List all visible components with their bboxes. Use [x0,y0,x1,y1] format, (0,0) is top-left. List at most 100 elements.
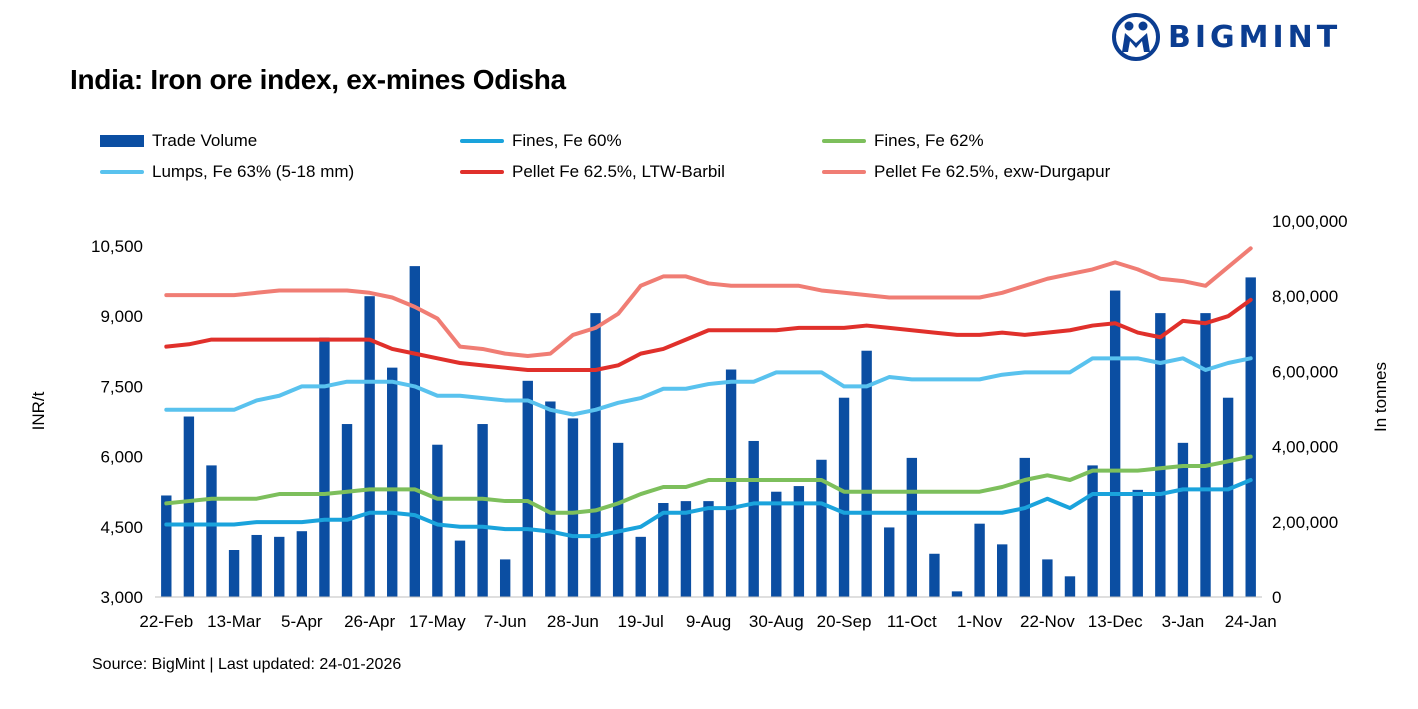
x-tick-label: 13-Dec [1088,612,1143,631]
bar-trade-volume [545,401,556,597]
y-tick-label: 9,000 [100,307,143,326]
bar-trade-volume [748,440,759,597]
bar-trade-volume [206,465,217,597]
y2-axis-label: In tonnes [1371,362,1390,432]
y-tick-label: 4,500 [100,518,143,537]
bar-trade-volume [364,296,375,597]
bar-trade-volume [522,380,533,597]
bar-trade-volume [906,457,918,597]
bar-trade-volume [432,444,443,597]
bar-trade-volume [1042,559,1053,597]
legend-label: Pellet Fe 62.5%, exw-Durgapur [874,162,1111,181]
bars-layer [161,266,1256,597]
source-note: Source: BigMint | Last updated: 24-01-20… [92,656,402,673]
bar-trade-volume [816,459,827,597]
bar-trade-volume [635,536,646,597]
y2-tick-label: 6,00,000 [1272,362,1338,381]
x-tick-label: 11-Oct [887,612,937,631]
bar-trade-volume [658,503,669,597]
x-tick-label: 17-May [409,612,466,631]
bar-trade-volume [274,536,285,597]
bar-trade-volume [703,501,714,597]
x-tick-label: 22-Feb [139,612,193,631]
bar-trade-volume [1155,313,1166,597]
bar-trade-volume [725,369,737,597]
legend-item-pellet-durgapur: Pellet Fe 62.5%, exw-Durgapur [822,162,1110,182]
line-lumps-63 [164,356,1253,417]
bar-trade-volume [1222,397,1234,597]
bar-trade-volume [1177,442,1189,597]
line-pellet-durgapur [164,246,1253,358]
line-pellet-barbil [164,297,1253,373]
bar-trade-volume [1245,277,1256,597]
x-tick-label: 22-Nov [1020,612,1075,631]
bar-trade-volume [1087,465,1098,597]
bigmint-logo-icon [1112,13,1160,61]
legend-item-trade-volume: Trade Volume [100,131,257,151]
legend-swatch-fines-62 [822,139,866,143]
legend-label: Trade Volume [152,131,258,150]
bar-trade-volume [454,540,466,597]
bar-trade-volume [251,534,262,597]
bar-trade-volume [884,527,895,597]
legend-item-pellet-barbil: Pellet Fe 62.5%, LTW-Barbil [460,162,725,182]
bar-trade-volume [296,531,308,597]
bar-trade-volume [929,553,940,597]
legend-item-fines-60: Fines, Fe 60% [460,131,622,151]
legend-label: Fines, Fe 60% [512,131,622,150]
legend-swatch-fines-60 [460,139,504,143]
x-tick-label: 19-Jul [618,612,664,631]
y2-tick-label: 2,00,000 [1272,513,1338,532]
x-tick-label: 20-Sep [817,612,872,631]
bar-trade-volume [477,424,488,597]
y2-tick-label: 4,00,000 [1272,438,1338,457]
x-tick-label: 24-Jan [1225,612,1277,631]
bar-trade-volume [409,266,420,597]
y2-tick-label: 10,00,000 [1272,212,1348,231]
legend-swatch-lumps-63 [100,170,144,174]
y-axis-label: INR/t [29,391,48,430]
bar-trade-volume [997,544,1008,597]
bar-trade-volume [499,559,511,597]
legend-swatch-pellet-durgapur [822,170,866,174]
brand-name: BIGMINT [1168,19,1342,55]
bar-trade-volume [1200,313,1211,597]
bar-trade-volume [387,367,398,597]
bar-trade-volume [951,591,963,597]
x-tick-label: 7-Jun [484,612,527,631]
brand-logo: BIGMINT [1112,12,1341,62]
line-fines-60 [164,478,1253,539]
y2-tick-label: 0 [1272,588,1281,607]
bar-trade-volume [771,491,782,597]
y2-tick-label: 8,00,000 [1272,287,1338,306]
x-tick-label: 5-Apr [281,612,323,631]
bar-trade-volume [1109,290,1121,597]
bar-trade-volume [341,424,353,597]
legend-item-lumps-63: Lumps, Fe 63% (5-18 mm) [100,162,354,182]
bar-trade-volume [612,442,624,597]
legend-item-fines-62: Fines, Fe 62% [822,131,984,151]
y-tick-label: 3,000 [100,588,143,607]
x-tick-label: 3-Jan [1162,612,1205,631]
bar-trade-volume [567,418,579,597]
y-tick-label: 10,500 [91,237,143,256]
bar-trade-volume [590,313,601,597]
x-tick-label: 26-Apr [344,612,395,631]
y-tick-label: 6,000 [100,448,143,467]
x-tick-label: 1-Nov [957,612,1003,631]
x-axis-ticks: 22-Feb 13-Mar 5-Apr 26-Apr 17-May 7-Jun 28-Jun… [139,612,1276,631]
bar-trade-volume [1132,489,1143,597]
left-axis-ticks: 3,000 4,500 6,000 7,500 9,000 10,500 [91,237,143,607]
bar-trade-volume [319,337,330,597]
legend-swatch-trade-volume [100,135,144,147]
y-tick-label: 7,500 [100,377,143,396]
bar-trade-volume [838,397,850,597]
chart-legend: Trade Volume Fines, Fe 60% Fines, Fe 62%… [100,131,1200,191]
x-tick-label: 30-Aug [749,612,804,631]
x-tick-label: 9-Aug [686,612,731,631]
x-tick-label: 13-Mar [207,612,261,631]
legend-swatch-pellet-barbil [460,170,504,174]
bar-trade-volume [793,486,805,597]
line-fines-62 [164,454,1253,515]
